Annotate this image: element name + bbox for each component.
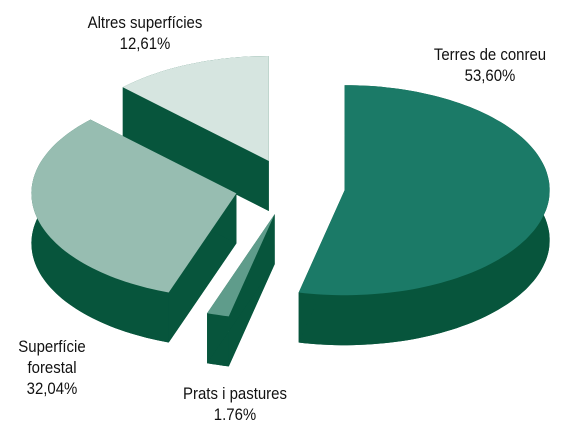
- value-label: 53,60%: [464, 66, 516, 85]
- category-label: Prats i pastures: [183, 384, 287, 403]
- slice-top: [207, 214, 275, 317]
- slice-label: Altres superfícies 12,61%: [66, 12, 224, 54]
- category-label: Terres de conreu: [433, 45, 547, 64]
- value-label: 32,04%: [26, 379, 78, 398]
- category-label: Superfície forestal: [18, 337, 86, 377]
- slice-top: [298, 85, 550, 296]
- slice-top: [31, 119, 237, 293]
- slice-top: [122, 56, 269, 161]
- slice-label: Terres de conreu 53,60%: [420, 44, 561, 86]
- category-label: Altres superfícies: [87, 13, 203, 32]
- slice: [207, 214, 275, 367]
- slice-label: Superfície forestal 32,04%: [13, 336, 90, 399]
- slice: [31, 119, 237, 343]
- slice: [298, 85, 550, 346]
- slice: [122, 56, 269, 211]
- value-label: 12,61%: [119, 34, 171, 53]
- slice-edge: [122, 87, 269, 211]
- value-label: 1.76%: [213, 405, 257, 424]
- slice-label: Prats i pastures 1.76%: [165, 383, 306, 425]
